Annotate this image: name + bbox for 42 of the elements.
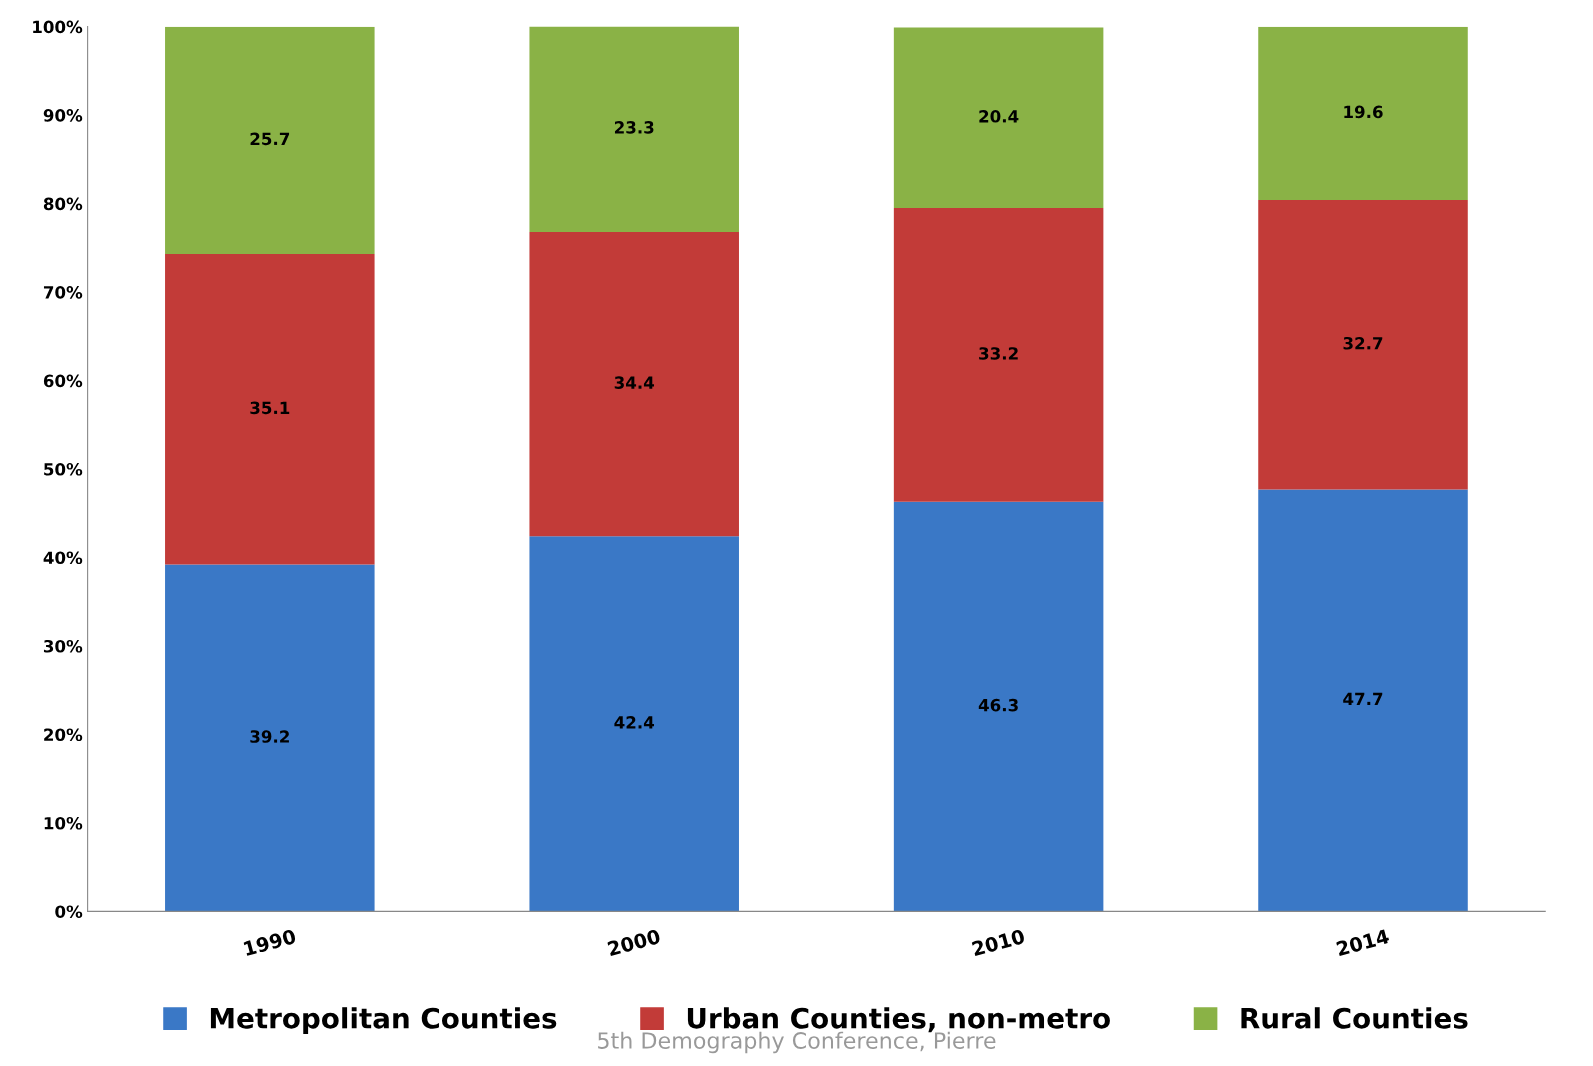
legend-label: Metropolitan Counties <box>210 1007 557 1035</box>
x-tick-label: 1990 <box>243 928 297 957</box>
data-label: 19.6 <box>1344 105 1383 119</box>
legend-label: Urban Counties, non-metro <box>687 1007 1110 1033</box>
data-label: 34.4 <box>614 376 655 389</box>
bar <box>165 26 375 255</box>
data-label: 39.2 <box>250 730 289 743</box>
x-tick-label: 2010 <box>971 928 1026 957</box>
bar <box>165 564 375 912</box>
data-label: 46.3 <box>978 698 1018 712</box>
x-tick-label: 2000 <box>607 928 661 957</box>
bar <box>529 26 739 232</box>
data-label: 32.7 <box>1343 336 1383 350</box>
y-tick-label: 100% <box>33 20 83 34</box>
bar <box>1258 200 1468 490</box>
data-label: 35.1 <box>250 401 290 415</box>
data-label: 23.3 <box>614 121 654 134</box>
bar <box>893 501 1104 912</box>
bar <box>893 208 1104 502</box>
data-label: 47.7 <box>1343 692 1383 706</box>
y-tick-label: 30% <box>43 639 83 653</box>
data-label: 42.4 <box>614 716 655 729</box>
data-label: 33.2 <box>979 347 1018 360</box>
bar <box>1258 26 1468 201</box>
y-tick-label: 0% <box>55 905 83 918</box>
y-tick-label: 40% <box>43 551 83 565</box>
y-tick-label: 50% <box>44 463 83 476</box>
y-tick-label: 20% <box>44 728 83 742</box>
bar <box>529 536 739 912</box>
data-label: 20.4 <box>979 110 1019 123</box>
y-tick-label: 10% <box>44 816 83 830</box>
y-tick-label: 60% <box>43 374 83 388</box>
bar <box>1258 489 1468 912</box>
bar <box>529 231 739 537</box>
y-tick-label: 80% <box>43 197 83 211</box>
x-tick-label: 2014 <box>1336 928 1390 957</box>
y-tick-label: 90% <box>43 109 83 122</box>
data-label: 25.7 <box>250 132 290 146</box>
y-tick-label: 70% <box>43 286 83 299</box>
bar <box>165 254 375 565</box>
legend-label: Rural Counties <box>1241 1007 1468 1029</box>
bar <box>893 27 1104 209</box>
